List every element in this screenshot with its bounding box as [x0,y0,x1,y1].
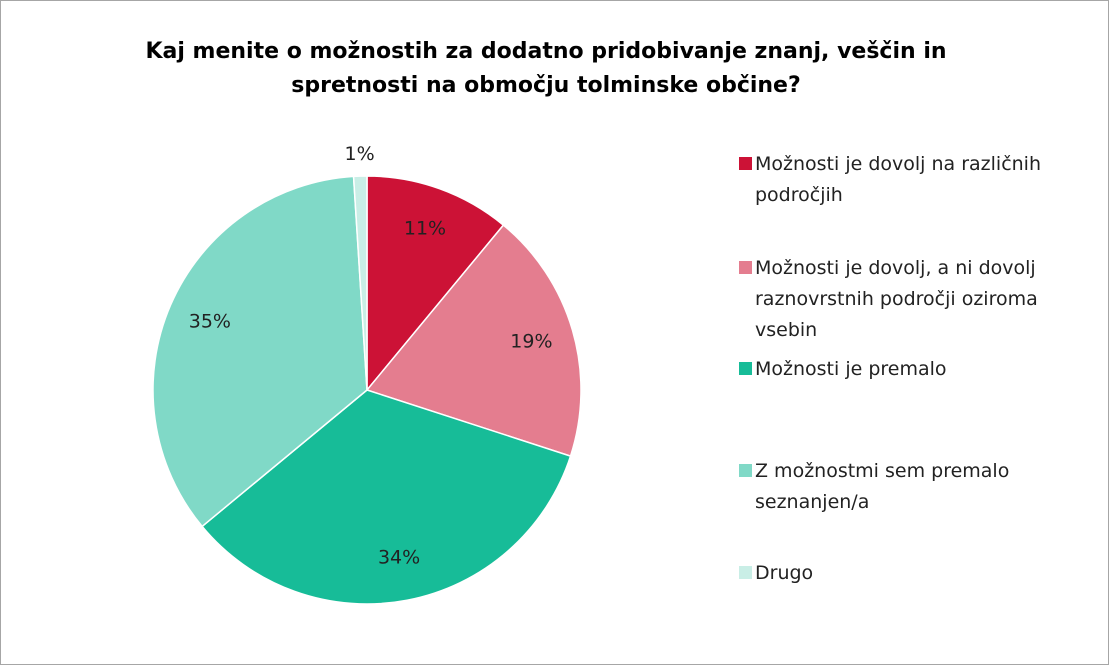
data-label: 35% [189,311,231,333]
legend-label: Drugo [755,562,814,584]
pie-slice [201,389,572,605]
legend-label: Možnosti je dovolj, a ni dovolj raznovrs… [755,257,1038,341]
legend-item: Z možnostmi sem premalo seznanjen/a [739,456,1095,518]
pie-slice [366,175,505,393]
legend-item: Drugo [739,558,1095,589]
legend-label: Možnosti je premalo [755,358,947,380]
pie-slice [352,175,368,391]
data-label: 34% [378,547,420,569]
legend-item: Možnosti je premalo [739,354,1095,385]
legend-label: Možnosti je dovolj na različnih področji… [755,153,1042,206]
data-label: 1% [345,143,375,165]
data-label: 11% [404,217,446,239]
legend-label: Z možnostmi sem premalo seznanjen/a [755,460,1010,513]
pie-slice [152,175,368,528]
legend-swatch [739,464,752,477]
legend-item: Možnosti je dovolj na različnih področji… [739,149,1095,211]
pie-slice [365,224,582,458]
legend-swatch [739,261,752,274]
legend-item: Možnosti je dovolj, a ni dovolj raznovrs… [739,253,1095,346]
data-label: 19% [510,331,552,353]
chart-title: Kaj menite o možnostih za dodatno pridob… [145,39,947,98]
legend-swatch [739,566,752,579]
legend-swatch [739,157,752,170]
legend-swatch [739,362,752,375]
